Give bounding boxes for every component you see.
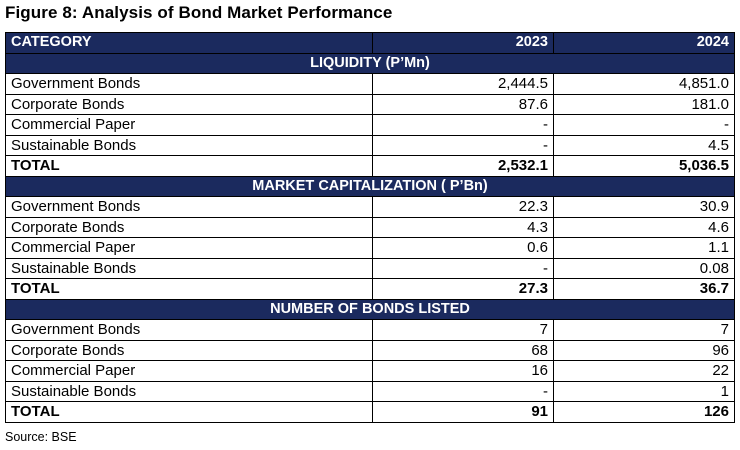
cell-2024: 1.1 <box>553 237 735 259</box>
total-2023: 27.3 <box>372 278 554 300</box>
row-label: Sustainable Bonds <box>5 134 373 156</box>
cell-2024: 1 <box>553 380 735 402</box>
row-label: Sustainable Bonds <box>5 380 373 402</box>
cell-2024: 4.6 <box>553 216 735 238</box>
table-row: Commercial Paper - - <box>5 114 735 136</box>
cell-2024: 0.08 <box>553 257 735 279</box>
cell-2023: - <box>372 257 554 279</box>
row-label: Government Bonds <box>5 319 373 341</box>
header-year-2023: 2023 <box>372 32 554 54</box>
cell-2023: 0.6 <box>372 237 554 259</box>
row-label: Corporate Bonds <box>5 216 373 238</box>
section-heading-row: NUMBER OF BONDS LISTED <box>5 298 735 320</box>
total-2024: 36.7 <box>553 278 735 300</box>
header-year-2024: 2024 <box>553 32 735 54</box>
table-row: Commercial Paper 16 22 <box>5 360 735 382</box>
cell-2023: 68 <box>372 339 554 361</box>
table-row: Commercial Paper 0.6 1.1 <box>5 237 735 259</box>
figure-title: Figure 8: Analysis of Bond Market Perfor… <box>5 3 393 22</box>
cell-2023: 4.3 <box>372 216 554 238</box>
cell-2024: 4,851.0 <box>553 73 735 95</box>
total-2024: 5,036.5 <box>553 155 735 177</box>
row-label: Corporate Bonds <box>5 339 373 361</box>
bond-market-table: CATEGORY 2023 2024 LIQUIDITY (P’Mn) Gover… <box>5 32 735 423</box>
total-2024: 126 <box>553 401 735 423</box>
source-note: Source: BSE <box>5 430 77 444</box>
cell-2023: 16 <box>372 360 554 382</box>
row-label: Commercial Paper <box>5 237 373 259</box>
cell-2023: - <box>372 114 554 136</box>
row-label: Government Bonds <box>5 196 373 218</box>
total-row: TOTAL 91 126 <box>5 401 735 423</box>
table-row: Sustainable Bonds -4.5 <box>5 134 735 156</box>
row-label: Corporate Bonds <box>5 93 373 115</box>
row-label: Sustainable Bonds <box>5 257 373 279</box>
cell-2023: - <box>372 134 554 156</box>
table-row: Sustainable Bonds -1 <box>5 380 735 402</box>
section-heading: NUMBER OF BONDS LISTED <box>5 298 735 320</box>
row-label: Commercial Paper <box>5 114 373 136</box>
row-label: Commercial Paper <box>5 360 373 382</box>
table-row: Corporate Bonds 4.3 4.6 <box>5 216 735 238</box>
table-row: Government Bonds 2,444.5 4,851.0 <box>5 73 735 95</box>
cell-2024: 181.0 <box>553 93 735 115</box>
table-row: Sustainable Bonds -0.08 <box>5 257 735 279</box>
total-row: TOTAL 2,532.1 5,036.5 <box>5 155 735 177</box>
total-label: TOTAL <box>5 155 373 177</box>
row-label: Government Bonds <box>5 73 373 95</box>
total-label: TOTAL <box>5 278 373 300</box>
cell-2024: 4.5 <box>553 134 735 156</box>
section-heading-row: MARKET CAPITALIZATION ( P’Bn) <box>5 175 735 197</box>
table-row: Government Bonds 22.3 30.9 <box>5 196 735 218</box>
table-header-row: CATEGORY 2023 2024 <box>5 32 735 54</box>
cell-2023: - <box>372 380 554 402</box>
cell-2024: - <box>553 114 735 136</box>
total-2023: 2,532.1 <box>372 155 554 177</box>
cell-2023: 22.3 <box>372 196 554 218</box>
header-category: CATEGORY <box>5 32 373 54</box>
section-heading: MARKET CAPITALIZATION ( P’Bn) <box>5 175 735 197</box>
cell-2024: 7 <box>553 319 735 341</box>
total-row: TOTAL 27.3 36.7 <box>5 278 735 300</box>
cell-2024: 22 <box>553 360 735 382</box>
section-heading-row: LIQUIDITY (P’Mn) <box>5 52 735 74</box>
section-heading: LIQUIDITY (P’Mn) <box>5 52 735 74</box>
cell-2024: 96 <box>553 339 735 361</box>
cell-2024: 30.9 <box>553 196 735 218</box>
total-2023: 91 <box>372 401 554 423</box>
table-row: Corporate Bonds 68 96 <box>5 339 735 361</box>
table-row: Government Bonds 7 7 <box>5 319 735 341</box>
cell-2023: 2,444.5 <box>372 73 554 95</box>
cell-2023: 7 <box>372 319 554 341</box>
table-row: Corporate Bonds 87.6 181.0 <box>5 93 735 115</box>
cell-2023: 87.6 <box>372 93 554 115</box>
total-label: TOTAL <box>5 401 373 423</box>
